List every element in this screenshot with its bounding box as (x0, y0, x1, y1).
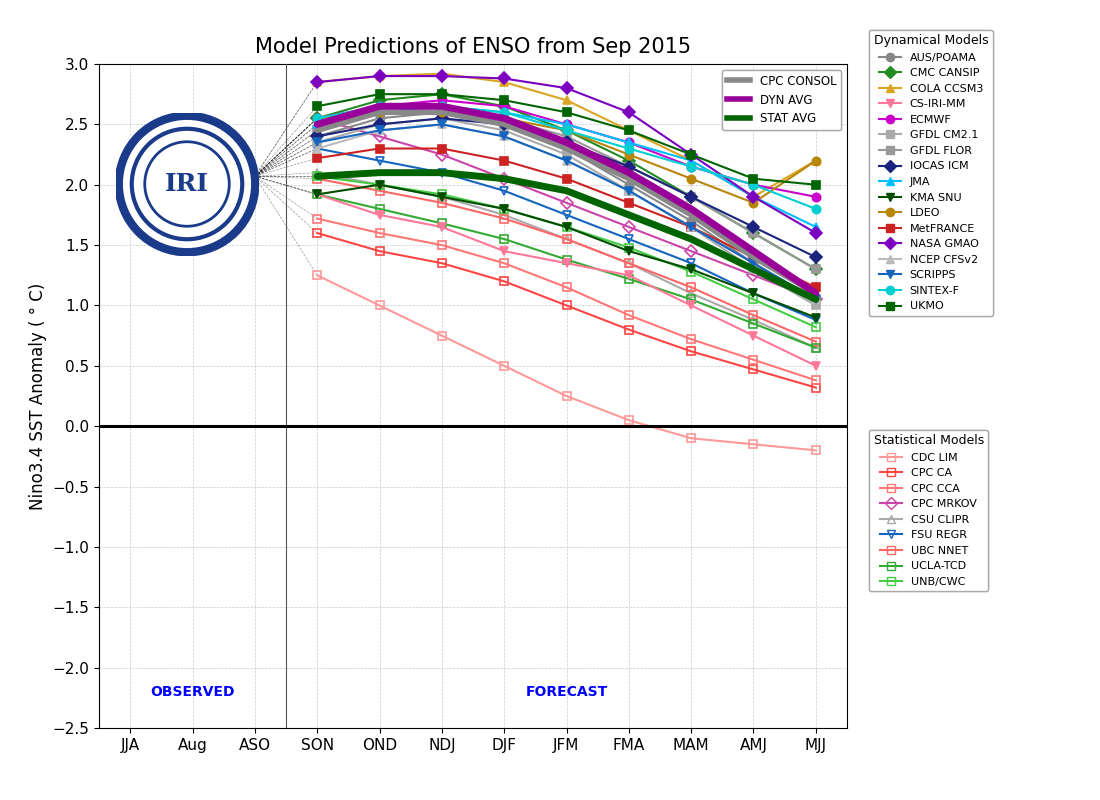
Legend: CPC CONSOL, DYN AVG, STAT AVG: CPC CONSOL, DYN AVG, STAT AVG (722, 70, 842, 130)
Ellipse shape (116, 113, 258, 255)
Legend: AUS/POAMA, CMC CANSIP, COLA CCSM3, CS-IRI-MM, ECMWF, GFDL CM2.1, GFDL FLOR, IOCA: AUS/POAMA, CMC CANSIP, COLA CCSM3, CS-IR… (869, 30, 992, 316)
Title: Model Predictions of ENSO from Sep 2015: Model Predictions of ENSO from Sep 2015 (255, 37, 691, 57)
Text: OBSERVED: OBSERVED (151, 685, 234, 698)
Text: FORECAST: FORECAST (526, 685, 607, 698)
Legend: CDC LIM, CPC CA, CPC CCA, CPC MRKOV, CSU CLIPR, FSU REGR, UBC NNET, UCLA-TCD, UN: CDC LIM, CPC CA, CPC CCA, CPC MRKOV, CSU… (869, 430, 988, 591)
Y-axis label: Nino3.4 SST Anomaly ( ° C): Nino3.4 SST Anomaly ( ° C) (29, 282, 47, 510)
Text: IRI: IRI (165, 172, 209, 196)
